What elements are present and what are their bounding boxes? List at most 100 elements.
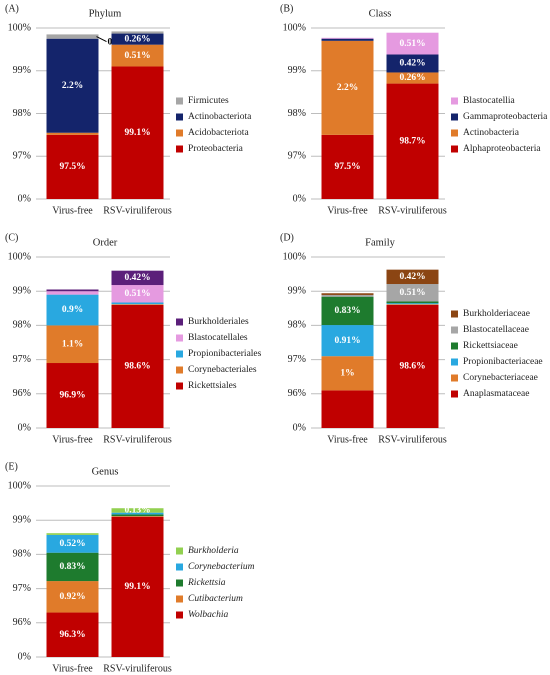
panel: (E) Genus 0% 96% 97% 98% 99% 100% Virus-free 96.3… <box>5 461 255 674</box>
value-label: 0.83% <box>334 306 360 316</box>
legend-swatch <box>451 129 458 137</box>
chart-title: Phylum <box>89 8 122 19</box>
panel: (D) Family 0% 96% 97% 98% 99% 100% Virus-free 1% 0… <box>280 232 543 445</box>
bar-segment <box>386 54 439 73</box>
legend-swatch <box>176 350 183 358</box>
y-tick-label: 98% <box>288 108 306 119</box>
bar-segment <box>321 356 374 391</box>
y-tick-label: 97% <box>13 583 31 594</box>
bar-segment <box>46 289 99 292</box>
legend-label: Rickettsiales <box>188 381 237 391</box>
bar-segment <box>111 512 164 515</box>
value-label: 99.1% <box>124 128 150 138</box>
value-label: 0.26% <box>124 34 150 44</box>
legend-label: Blastocatellaceae <box>463 325 529 335</box>
bar-segment <box>321 293 374 295</box>
x-tick-label: RSV-viruliferous <box>103 205 172 216</box>
y-tick-label: 96% <box>13 617 31 628</box>
legend-label: Blastocatellales <box>188 333 248 343</box>
x-tick-label: RSV-viruliferous <box>103 663 172 674</box>
value-label: 0.91% <box>334 336 360 346</box>
panel-label: (A) <box>5 3 19 14</box>
legend-swatch <box>176 97 183 105</box>
value-label: 96.3% <box>59 630 85 640</box>
value-label: 0.51% <box>399 288 425 298</box>
value-label: 99.1% <box>124 582 150 592</box>
bar-segment <box>46 552 99 582</box>
y-tick-label: 0% <box>293 422 306 433</box>
x-tick-label: Virus-free <box>52 205 93 216</box>
bar-segment <box>111 304 164 428</box>
y-tick-label: 100% <box>8 22 31 33</box>
legend-label: Blastocatellia <box>463 96 515 106</box>
y-tick-label: 96% <box>13 388 31 399</box>
value-label: 98.6% <box>399 362 425 372</box>
bar-segment <box>46 533 99 535</box>
value-label: 0.51% <box>124 51 150 61</box>
legend-swatch <box>176 563 183 571</box>
bar-segment <box>386 72 439 84</box>
legend-label: Burkholderiaceae <box>463 309 530 319</box>
y-tick-label: 98% <box>13 320 31 331</box>
value-label: 0.51% <box>124 289 150 299</box>
bar-segment <box>46 581 99 613</box>
chart-title: Family <box>365 237 396 248</box>
y-tick-label: 99% <box>288 285 306 296</box>
bar-segment <box>111 516 164 517</box>
legend-swatch <box>451 113 458 121</box>
bar-segment <box>111 304 164 305</box>
bar-segment <box>46 294 99 326</box>
legend-label: Corynebacteriaceae <box>463 373 538 383</box>
bar-segment <box>386 301 439 304</box>
x-tick-label: Virus-free <box>52 434 93 445</box>
legend-swatch <box>176 129 183 137</box>
bar-segment <box>321 134 374 199</box>
value-label: 0.83% <box>59 562 85 572</box>
legend-label: Acidobacteriota <box>188 128 249 138</box>
bar-segment <box>321 38 374 41</box>
panel: (A) Phylum 0% 97% 98% 99% 100% Virus-free 97.5% 2… <box>5 3 252 216</box>
bar-segment <box>46 134 99 199</box>
legend-swatch <box>176 113 183 121</box>
legend-label: Rickettsia <box>187 578 226 588</box>
value-label: 98.6% <box>124 362 150 372</box>
x-tick-label: Virus-free <box>327 434 368 445</box>
y-tick-label: 0% <box>293 193 306 204</box>
bar-segment <box>46 612 99 657</box>
y-tick-label: 0% <box>18 651 31 662</box>
x-tick-label: RSV-viruliferous <box>378 205 447 216</box>
legend-label: Burkholderiales <box>188 317 249 327</box>
panel-label: (C) <box>5 232 18 243</box>
bar-segment <box>386 284 439 302</box>
legend-swatch <box>176 611 183 619</box>
legend-swatch <box>451 342 458 350</box>
legend-swatch <box>176 579 183 587</box>
legend-label: Firmicutes <box>188 96 229 106</box>
value-label: 1.1% <box>62 339 83 349</box>
y-tick-label: 99% <box>13 514 31 525</box>
bar-segment <box>321 390 374 428</box>
legend-label: Anaplasmataceae <box>463 389 529 399</box>
value-label: 0.52% <box>59 539 85 549</box>
panel: (C) Order 0% 96% 97% 98% 99% 100% Virus-free 96.9… <box>5 232 262 445</box>
value-label: 2.2% <box>337 83 358 93</box>
bar-segment <box>46 363 99 428</box>
x-tick-label: Virus-free <box>327 205 368 216</box>
legend-swatch <box>451 326 458 334</box>
bar-segment <box>321 40 374 135</box>
y-tick-label: 99% <box>288 65 306 76</box>
label-leader <box>96 36 107 42</box>
y-tick-label: 97% <box>13 151 31 162</box>
value-label: 96.9% <box>59 391 85 401</box>
legend-label: Proteobacteria <box>188 144 244 154</box>
chart-title: Genus <box>92 466 119 477</box>
y-tick-label: 98% <box>13 108 31 119</box>
value-label: 0.92% <box>59 592 85 602</box>
y-tick-label: 100% <box>8 251 31 262</box>
value-label: 0.13% <box>124 506 150 516</box>
chart-title: Order <box>93 237 118 248</box>
bar-segment <box>46 38 99 133</box>
y-tick-label: 97% <box>288 151 306 162</box>
y-tick-label: 0% <box>18 422 31 433</box>
bar-segment <box>46 325 99 364</box>
